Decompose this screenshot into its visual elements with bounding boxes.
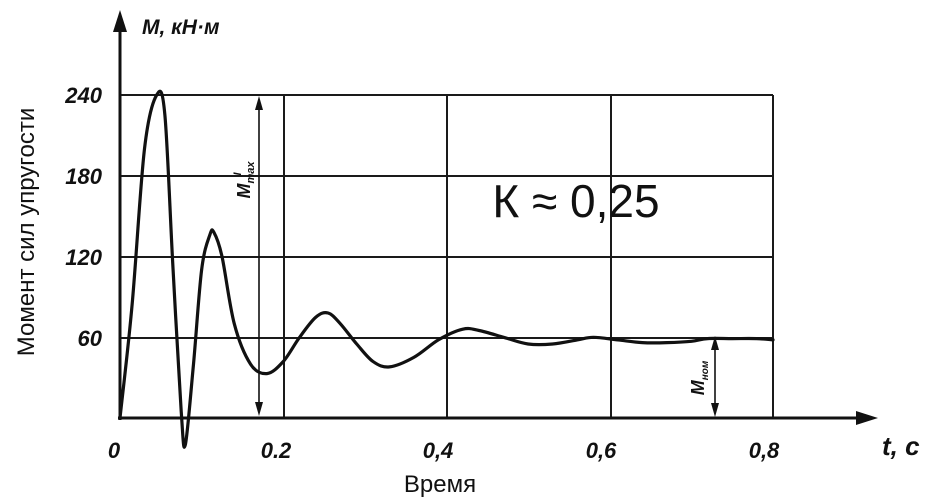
- x-tick-label-0.4: 0,4: [423, 438, 454, 463]
- x-unit-label: t, с: [882, 431, 920, 461]
- y-tick-label-180: 180: [65, 164, 102, 189]
- series-line: [118, 89, 775, 449]
- y-tick-label-60: 60: [78, 326, 103, 351]
- x-tick-labels: 0 0.2 0,4 0,6 0,8: [108, 438, 780, 463]
- x-tick-label-0.6: 0,6: [586, 438, 617, 463]
- y-tick-labels: 60 120 180 240: [64, 83, 102, 351]
- coefficient-annotation: К ≈ 0,25: [492, 175, 659, 227]
- axes: [113, 10, 878, 425]
- x-tick-label-0: 0: [108, 438, 121, 463]
- mmax-label: MmaxI: [232, 161, 257, 199]
- x-axis-title: Время: [404, 471, 476, 498]
- mnom-dimension: Mном: [688, 336, 719, 417]
- mmax-dimension: MmaxI: [232, 96, 263, 416]
- x-tick-label-0.2: 0.2: [261, 438, 292, 463]
- mmax-arrow-bottom: [255, 402, 263, 416]
- y-axis-arrow: [113, 10, 127, 32]
- y-tick-label-120: 120: [65, 245, 102, 270]
- y-unit-label: М, кН·м: [142, 16, 220, 39]
- mnom-label: Mном: [688, 360, 711, 395]
- mnom-arrow-top: [711, 336, 719, 350]
- y-tick-label-240: 240: [64, 83, 102, 108]
- mnom-arrow-bottom: [711, 403, 719, 417]
- mmax-arrow-top: [255, 96, 263, 110]
- x-axis-arrow: [856, 411, 878, 425]
- y-axis-title: Момент сил упругости: [13, 108, 40, 357]
- grid: [120, 94, 774, 418]
- x-tick-label-0.8: 0,8: [749, 438, 780, 463]
